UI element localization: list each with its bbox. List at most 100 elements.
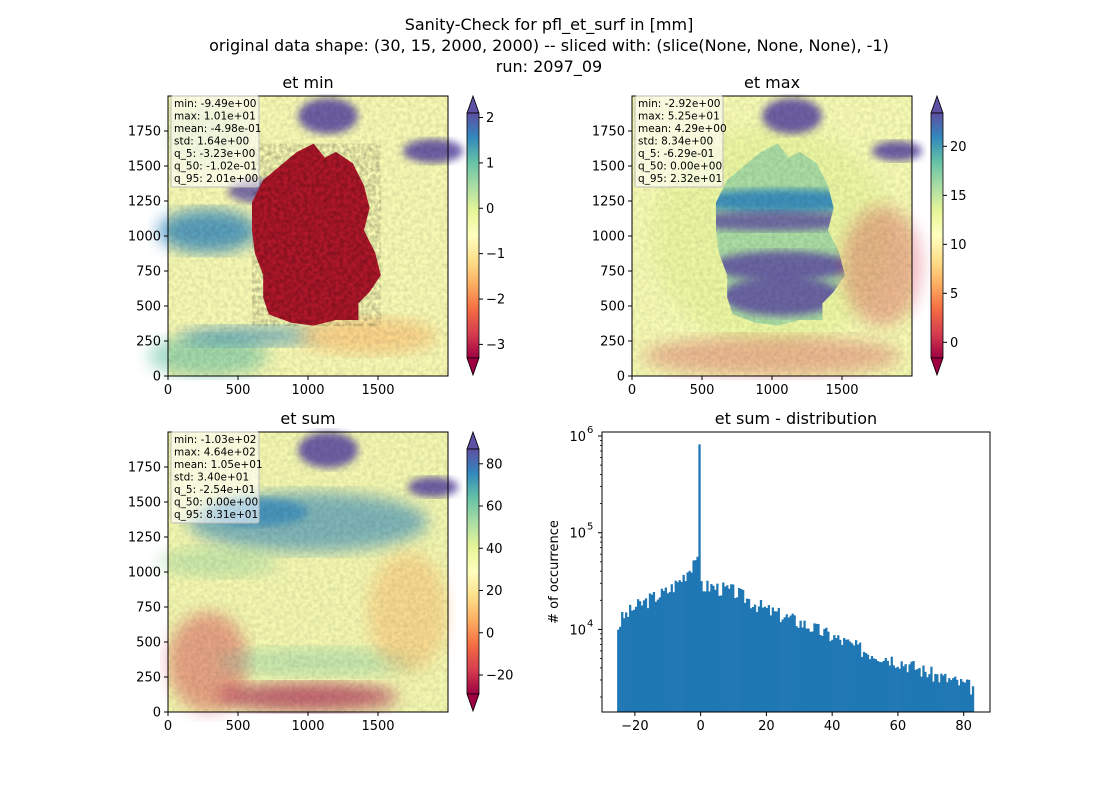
histogram-bar bbox=[928, 674, 931, 712]
histogram-bar bbox=[870, 656, 874, 712]
histogram-bar bbox=[922, 665, 925, 712]
histogram-bar bbox=[642, 600, 646, 712]
colorbar-tick-label: 20 bbox=[950, 140, 967, 155]
histogram-bar bbox=[728, 588, 731, 712]
histogram-bar bbox=[763, 606, 767, 712]
stat-q95: q_95: 2.32e+01 bbox=[638, 173, 722, 185]
histogram-bar bbox=[920, 676, 923, 712]
colorbar-tick-label: 60 bbox=[486, 500, 503, 515]
histogram-bar bbox=[686, 572, 689, 712]
histogram-bar bbox=[839, 639, 842, 712]
histogram-bar bbox=[958, 685, 961, 712]
x-tick-label: 1000 bbox=[291, 383, 324, 398]
histogram-bar bbox=[924, 671, 927, 712]
y-tick-label: 0 bbox=[153, 370, 161, 385]
y-tick-label: 1250 bbox=[128, 531, 161, 546]
panel-et-min: et min 0 500 1000 1500 0 250 500 750 1000 1250 150… bbox=[128, 73, 505, 398]
x-tick-label: 500 bbox=[226, 719, 251, 734]
histogram-bar bbox=[823, 628, 826, 712]
x-tick-label: 1000 bbox=[755, 383, 788, 398]
y-tick-label: 1000 bbox=[592, 230, 625, 245]
colorbar-tick-label: −1 bbox=[486, 247, 505, 262]
histogram-bar bbox=[730, 584, 733, 712]
y-tick-exponent: 5 bbox=[587, 522, 593, 533]
histogram-bar bbox=[940, 673, 943, 712]
y-tick-label: 1750 bbox=[128, 125, 161, 140]
histogram-bar bbox=[775, 611, 778, 712]
colorbar-tick-label: 40 bbox=[486, 542, 503, 557]
histogram-bar bbox=[847, 639, 850, 712]
colorbar-tick-label: 80 bbox=[486, 457, 503, 472]
histogram-bar bbox=[636, 599, 640, 712]
histogram-bar bbox=[948, 678, 951, 712]
histogram-bar bbox=[682, 574, 685, 712]
stat-max: max: 1.01e+01 bbox=[174, 111, 256, 123]
histogram-bar bbox=[852, 645, 856, 712]
histogram-bar bbox=[932, 681, 935, 712]
histogram-bar bbox=[819, 634, 822, 712]
stat-min: min: -9.49e+00 bbox=[174, 98, 256, 110]
histogram-bar bbox=[851, 643, 854, 712]
histogram-bar bbox=[860, 656, 864, 712]
x-tick-label: 1500 bbox=[361, 719, 394, 734]
colorbar-tick-label: 0 bbox=[486, 202, 494, 217]
y-tick-label: 1000 bbox=[128, 230, 161, 245]
histogram-bar bbox=[769, 615, 773, 712]
y-tick-label: 750 bbox=[136, 265, 161, 280]
histogram-bar bbox=[632, 609, 636, 712]
histogram-bar bbox=[706, 580, 709, 712]
histogram-bar bbox=[644, 598, 648, 712]
histogram-bar bbox=[815, 623, 818, 712]
stat-min: min: -2.92e+00 bbox=[638, 98, 720, 110]
histogram-bar bbox=[874, 659, 878, 712]
x-tick-label: 0 bbox=[164, 383, 172, 398]
histogram-bar bbox=[718, 595, 721, 712]
stat-q5: q_5: -2.54e+01 bbox=[174, 484, 255, 496]
panel-title-et-min: et min bbox=[282, 73, 333, 92]
histogram-bar bbox=[965, 679, 969, 712]
histogram-bar bbox=[942, 675, 945, 712]
heatmap-et-sum bbox=[158, 431, 458, 713]
y-tick-base: 10 bbox=[569, 430, 586, 445]
histogram-bar bbox=[906, 672, 909, 712]
x-tick-label: 500 bbox=[226, 383, 251, 398]
histogram-bar bbox=[694, 560, 697, 712]
y-tick-label: 1250 bbox=[592, 195, 625, 210]
histogram-bar bbox=[862, 651, 866, 712]
histogram-bar bbox=[900, 661, 903, 712]
figure-title-line-2: original data shape: (30, 15, 2000, 2000… bbox=[209, 36, 889, 55]
histogram-bar bbox=[876, 661, 880, 712]
histogram-bar bbox=[952, 678, 955, 712]
x-tick-label: 0 bbox=[164, 719, 172, 734]
y-tick-label: 1500 bbox=[592, 160, 625, 175]
histogram-bar bbox=[783, 617, 786, 712]
histogram-bar bbox=[910, 661, 913, 712]
histogram-bar bbox=[732, 584, 735, 712]
y-tick-label: 1750 bbox=[592, 125, 625, 140]
panel-et-sum: et sum 0 500 1000 1500 0 250 500 750 1000 1250 150… bbox=[128, 409, 514, 734]
colorbar-tick-label: 2 bbox=[486, 111, 494, 126]
histogram-bar bbox=[759, 600, 763, 712]
histogram-bar bbox=[629, 604, 632, 712]
histogram-bar bbox=[712, 585, 715, 712]
histogram-bar bbox=[967, 679, 971, 712]
histogram-bar bbox=[736, 597, 739, 712]
histogram-bar bbox=[710, 584, 713, 712]
y-tick-label: 0 bbox=[617, 370, 625, 385]
histogram-bar bbox=[650, 594, 654, 712]
histogram-bar bbox=[803, 620, 806, 712]
y-tick-label: 10 bbox=[569, 527, 586, 542]
stat-std: std: 1.64e+00 bbox=[174, 136, 249, 148]
histogram-bar bbox=[833, 635, 836, 712]
histogram-bar bbox=[811, 631, 814, 712]
histogram-bar bbox=[696, 556, 699, 712]
histogram-bar bbox=[787, 617, 790, 712]
histogram-bar bbox=[688, 570, 691, 712]
histogram-bar bbox=[680, 581, 683, 712]
colorbar-tick-label: −2 bbox=[486, 293, 505, 308]
stats-box-et-sum: min: -1.03e+02 max: 4.64e+02 mean: 1.05e… bbox=[170, 431, 263, 524]
y-tick-label: 1250 bbox=[128, 195, 161, 210]
histogram-bar bbox=[678, 580, 681, 712]
histogram-bar bbox=[777, 607, 780, 712]
